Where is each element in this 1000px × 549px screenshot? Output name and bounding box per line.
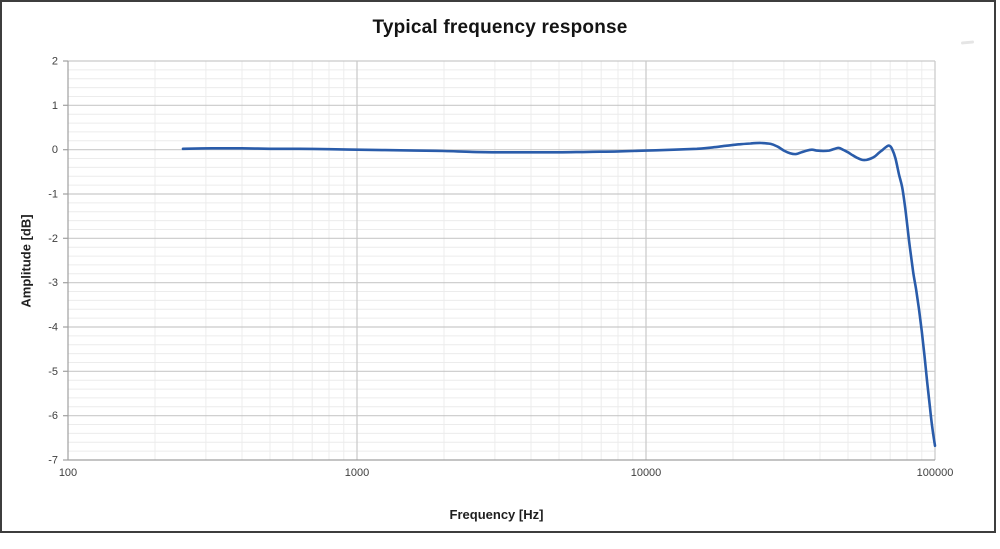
y-tick-label: -1 xyxy=(48,189,58,201)
y-tick-label: -4 xyxy=(48,322,58,334)
y-tick-label: 2 xyxy=(52,56,58,68)
y-tick-label: -3 xyxy=(48,277,58,289)
chart-title: Typical frequency response xyxy=(372,17,628,38)
y-tick-label: -6 xyxy=(48,410,58,422)
y-tick-label: -2 xyxy=(48,233,58,245)
x-tick-label: 1000 xyxy=(345,467,369,479)
x-tick-label: 10000 xyxy=(631,467,662,479)
y-tick-label: -7 xyxy=(48,455,58,467)
y-tick-label: 0 xyxy=(52,144,58,156)
y-tick-label: -5 xyxy=(48,366,58,378)
frequency-response-line xyxy=(181,141,937,448)
chart-frame xyxy=(0,0,996,533)
x-axis-title: Frequency [Hz] xyxy=(449,507,544,522)
y-tick-label: 1 xyxy=(52,100,58,112)
x-tick-label: 100 xyxy=(59,467,77,479)
x-tick-label: 100000 xyxy=(917,467,954,479)
